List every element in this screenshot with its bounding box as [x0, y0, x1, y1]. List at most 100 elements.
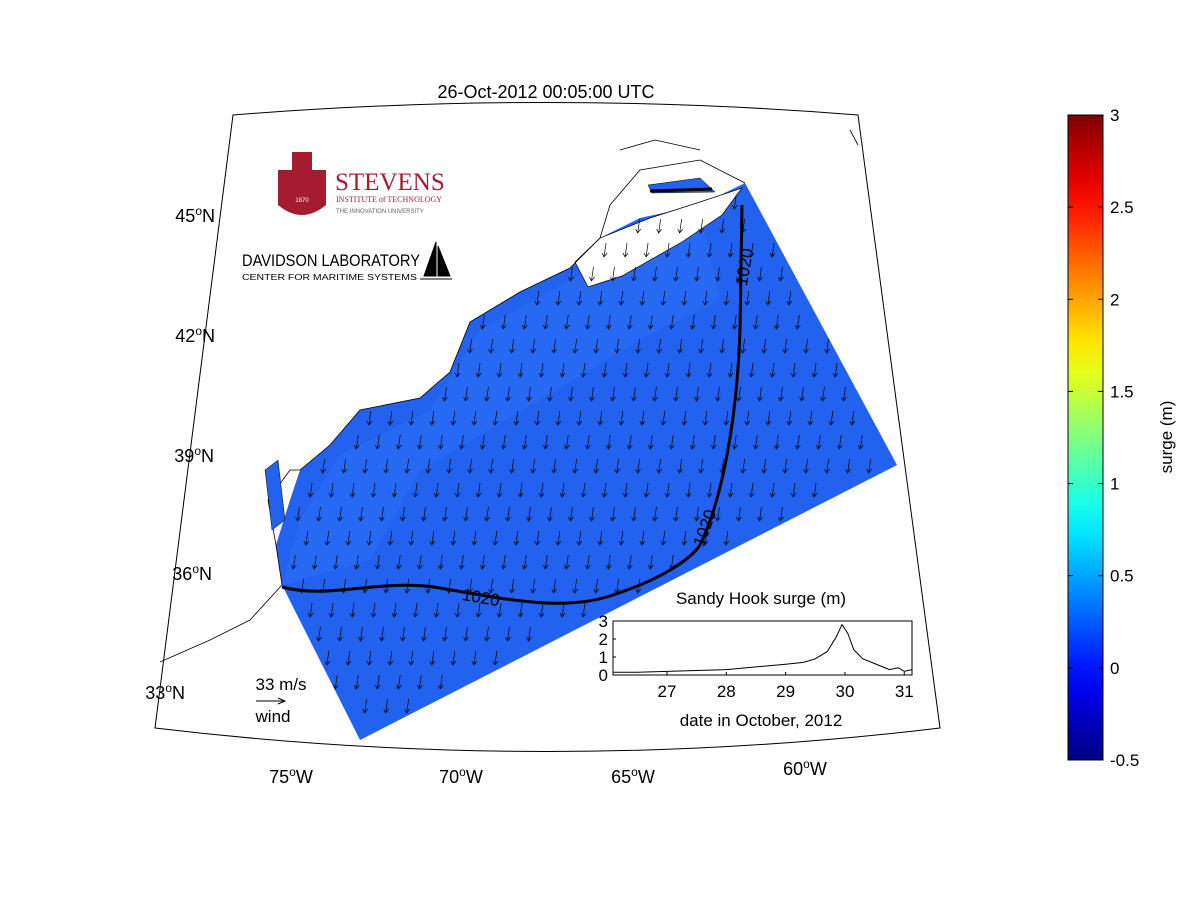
- wind-arrow: [542, 314, 549, 330]
- wind-arrow: [366, 530, 373, 546]
- wind-arrow: [626, 434, 633, 450]
- wind-arrow: [790, 362, 797, 378]
- wind-arrow: [408, 650, 415, 666]
- wind-arrow: [786, 290, 793, 306]
- wind-arrow: [673, 386, 679, 402]
- y-tick-label: 2: [599, 630, 608, 649]
- degrees: 45: [175, 206, 195, 226]
- wind-arrow: [673, 506, 679, 522]
- wind-arrow: [492, 530, 499, 546]
- wind-scale-speed: 33 m/s: [255, 675, 306, 694]
- wind-arrow: [610, 386, 616, 402]
- wind-arrow: [685, 242, 692, 258]
- wind-arrow: [572, 578, 578, 594]
- wind-arrow: [345, 650, 352, 666]
- wind-arrow: [757, 266, 763, 282]
- wind-arrow: [496, 602, 503, 618]
- wind-arrow: [307, 602, 314, 618]
- wind-arrow: [656, 218, 662, 234]
- wind-arrow: [513, 410, 520, 426]
- wind-arrow: [358, 506, 364, 522]
- hemisphere: W: [466, 767, 483, 787]
- wind-arrow: [559, 602, 566, 618]
- graticule-label: 36oN: [172, 562, 212, 584]
- x-tick-label: 27: [658, 682, 677, 701]
- wind-arrow: [736, 506, 742, 522]
- colorbar-tick-label: 1: [1110, 475, 1119, 494]
- wind-arrow: [538, 482, 545, 498]
- wind-arrow: [748, 482, 755, 498]
- wind-arrow: [387, 650, 394, 666]
- wind-arrow: [815, 434, 822, 450]
- wind-arrow: [580, 482, 587, 498]
- wind-arrow: [736, 386, 742, 402]
- graticule-label: 33oN: [145, 681, 185, 703]
- wind-arrow: [454, 362, 461, 378]
- inset-x-label: date in October, 2012: [680, 711, 843, 730]
- wind-arrow: [647, 314, 654, 330]
- wind-arrow: [509, 578, 515, 594]
- wind-arrow: [400, 626, 406, 642]
- wind-arrow: [374, 434, 381, 450]
- wind-arrow: [778, 386, 784, 402]
- wind-arrow: [349, 482, 356, 498]
- wind-arrow: [769, 362, 776, 378]
- wind-arrow: [752, 314, 759, 330]
- wind-arrow: [643, 362, 650, 378]
- davidson-logo: DAVIDSON LABORATORY CENTER FOR MARITIME …: [242, 241, 452, 282]
- wind-arrow: [416, 554, 423, 570]
- map-title: 26-Oct-2012 00:05:00 UTC: [437, 82, 654, 102]
- wind-arrow: [517, 482, 524, 498]
- wind-arrow: [383, 458, 389, 474]
- degree-mark: o: [195, 204, 202, 218]
- wind-arrow: [841, 386, 847, 402]
- wind-arrow: [429, 530, 436, 546]
- wind-arrow: [316, 626, 322, 642]
- inset-axes: [612, 620, 913, 676]
- wind-arrow: [563, 314, 570, 330]
- wind-arrow: [429, 410, 436, 426]
- wind-arrow: [471, 650, 478, 666]
- wind-arrow: [618, 410, 625, 426]
- wind-arrow: [824, 458, 830, 474]
- x-tick-label: 28: [717, 682, 736, 701]
- wind-arrow: [744, 290, 751, 306]
- wind-arrow: [593, 458, 599, 474]
- wind-arrow: [580, 362, 587, 378]
- tower: [292, 152, 312, 172]
- wind-arrow: [715, 266, 721, 282]
- shelf-shade: [282, 210, 720, 585]
- wind-arrow: [500, 434, 507, 450]
- wind-arrow: [559, 482, 566, 498]
- wind-arrow: [584, 314, 591, 330]
- wind-arrow: [517, 602, 524, 618]
- wind-arrow: [475, 602, 482, 618]
- wind-arrow: [652, 386, 658, 402]
- graticule-label: 39oN: [174, 444, 214, 466]
- degree-mark: o: [195, 324, 202, 338]
- wind-arrow: [715, 386, 721, 402]
- degree-mark: o: [631, 765, 638, 779]
- wind-arrow: [496, 362, 503, 378]
- wind-arrow: [450, 410, 457, 426]
- wind-arrow: [366, 410, 373, 426]
- wind-arrow: [710, 434, 717, 450]
- graticule-label: 42oN: [175, 324, 215, 346]
- wind-arrow: [601, 242, 608, 258]
- x-tick-label: 30: [836, 682, 855, 701]
- logo-subtitle: CENTER FOR MARITIME SYSTEMS: [242, 273, 417, 282]
- wind-arrow: [362, 458, 368, 474]
- wind-arrow: [383, 698, 389, 714]
- wind-arrow: [421, 626, 427, 642]
- wind-arrow: [542, 434, 549, 450]
- wind-arrow: [290, 554, 297, 570]
- wind-arrow: [576, 290, 583, 306]
- wind-arrow: [715, 506, 721, 522]
- wind-arrow: [677, 458, 683, 474]
- wind-arrow: [677, 338, 683, 354]
- wind-arrow: [316, 506, 322, 522]
- wind-arrow: [492, 650, 499, 666]
- bay: [264, 459, 286, 531]
- wind-arrow: [727, 482, 734, 498]
